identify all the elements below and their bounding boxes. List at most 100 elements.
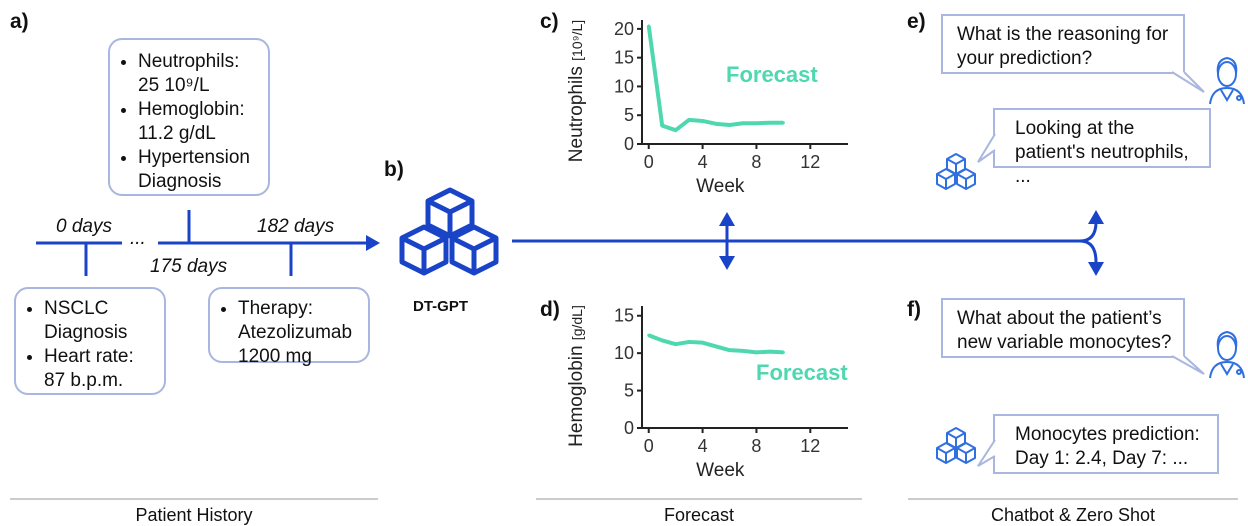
x-tick-label: 8 [751, 152, 761, 172]
data-point [741, 121, 745, 125]
lab-value-item: Hypertension Diagnosis [138, 146, 262, 194]
data-point [714, 344, 718, 348]
chat-answer-f-text: Monocytes prediction: Day 1: 2.4, Day 7:… [1015, 424, 1200, 469]
dt-gpt-model-icon [399, 187, 499, 276]
lab-value-item: Neutrophils: 25 10⁹/L [138, 50, 262, 98]
therapy-list: Therapy: Atezolizumab 1200 mg [210, 297, 364, 369]
forecast-arrowhead-down [719, 256, 735, 270]
x-tick-label: 4 [698, 152, 708, 172]
data-point [741, 349, 745, 353]
y-axis-label: Neutrophils [10⁹/L] [566, 20, 587, 162]
diagnosis-list: NSCLC DiagnosisHeart rate: 87 b.p.m. [16, 297, 160, 393]
y-tick-label: 10 [614, 343, 634, 363]
x-tick-label: 4 [698, 436, 708, 456]
data-point [647, 333, 651, 337]
chat-arrowhead-up [1088, 210, 1104, 224]
panel-label-c: c) [540, 10, 559, 33]
data-point [647, 24, 651, 28]
forecast-arrowhead-up [719, 212, 735, 226]
x-tick-label: 12 [800, 152, 820, 172]
chat-question-e-text: What is the reasoning for your predictio… [957, 24, 1169, 69]
y-tick-label: 5 [624, 381, 634, 401]
therapy-item: Therapy: Atezolizumab 1200 mg [238, 297, 364, 369]
data-point [754, 121, 758, 125]
bubble-tail-f-question [1171, 355, 1205, 375]
panel-label-e: e) [907, 10, 926, 33]
data-point [768, 121, 772, 125]
data-point [674, 342, 678, 346]
y-axis-label-name: Hemoglobin [566, 340, 587, 447]
timeline-arrowhead [366, 235, 380, 251]
y-axis-label-name: Neutrophils [566, 61, 587, 162]
y-tick-label: 10 [614, 76, 634, 96]
chatbot-cube-icon-e [936, 153, 976, 190]
data-point [660, 124, 664, 128]
chatbot-cube-icon-f [936, 427, 976, 464]
y-tick-label: 0 [624, 418, 634, 438]
data-point [728, 348, 732, 352]
time-label-0-days: 0 days [56, 216, 112, 237]
panel-label-a: a) [10, 10, 29, 33]
data-point [687, 340, 691, 344]
y-tick-label: 0 [624, 134, 634, 154]
y-axis-label: Hemoglobin [g/dL] [566, 305, 587, 447]
time-ellipsis: ... [130, 228, 146, 249]
section-title-forecast: Forecast [663, 505, 735, 525]
diagnosis-box: NSCLC DiagnosisHeart rate: 87 b.p.m. [14, 287, 166, 395]
therapy-box: Therapy: Atezolizumab 1200 mg [208, 287, 370, 367]
section-title-history: Patient History [135, 505, 253, 525]
model-name: DT-GPT [413, 298, 468, 315]
data-point [781, 350, 785, 354]
panel-label-f: f) [907, 298, 921, 321]
x-tick-label: 0 [644, 152, 654, 172]
data-point [728, 123, 732, 127]
chat-arrowhead-down [1088, 262, 1104, 276]
lab-values-box: Neutrophils: 25 10⁹/LHemoglobin: 11.2 g/… [108, 38, 270, 196]
y-tick-label: 15 [614, 306, 634, 326]
hemoglobin-chart: 0 4 8 12 0 5 10 15 Forecast Week Hemoglobin [g/dL] [566, 305, 848, 481]
data-point [754, 350, 758, 354]
x-axis-label: Week [696, 176, 745, 197]
x-tick-label: 0 [644, 436, 654, 456]
forecast-annotation: Forecast [726, 62, 818, 87]
chat-question-f: What about the patient’s new variable mo… [941, 298, 1185, 358]
data-point [701, 119, 705, 123]
bubble-tail-e-question [1171, 71, 1205, 93]
doctor-icon-e [1209, 56, 1245, 105]
diagnosis-item: NSCLC Diagnosis [44, 297, 160, 345]
chat-question-e: What is the reasoning for your predictio… [941, 14, 1185, 74]
y-tick-label: 20 [614, 19, 634, 39]
panel-label-d: d) [540, 298, 560, 321]
lab-value-item: Hemoglobin: 11.2 g/dL [138, 98, 262, 146]
forecast-annotation: Forecast [756, 360, 848, 385]
bubble-tail-e-answer [977, 133, 996, 163]
data-point [674, 128, 678, 132]
data-point [781, 121, 785, 125]
y-axis-label-unit: [10⁹/L] [569, 20, 585, 61]
lab-values-list: Neutrophils: 25 10⁹/LHemoglobin: 11.2 g/… [110, 50, 262, 194]
x-axis-label: Week [696, 460, 745, 481]
data-point [660, 338, 664, 342]
diagnosis-item: Heart rate: 87 b.p.m. [44, 345, 160, 393]
data-point [714, 122, 718, 126]
chat-question-f-text: What about the patient’s new variable mo… [957, 308, 1172, 353]
y-axis-label-unit: [g/dL] [569, 305, 585, 340]
y-tick-label: 15 [614, 48, 634, 68]
doctor-icon-f [1209, 330, 1245, 379]
neutrophils-chart: 0 4 8 12 0 5 10 15 20 Forecast Week Neutrophils [10… [566, 19, 848, 197]
section-title-chatbot: Chatbot & Zero Shot [990, 505, 1156, 525]
data-point [687, 118, 691, 122]
bubble-tail-f-answer [977, 439, 996, 467]
x-tick-label: 12 [800, 436, 820, 456]
panel-label-b: b) [384, 158, 404, 181]
x-tick-label: 8 [751, 436, 761, 456]
chat-answer-e-text: Looking at the patient's neutrophils, ..… [1015, 118, 1189, 187]
y-tick-label: 5 [624, 105, 634, 125]
chat-answer-e: Looking at the patient's neutrophils, ..… [993, 108, 1211, 187]
chat-split-arrow-down [1079, 239, 1098, 263]
time-label-182-days: 182 days [257, 216, 335, 237]
time-label-175-days: 175 days [150, 256, 228, 277]
data-point [701, 341, 705, 345]
